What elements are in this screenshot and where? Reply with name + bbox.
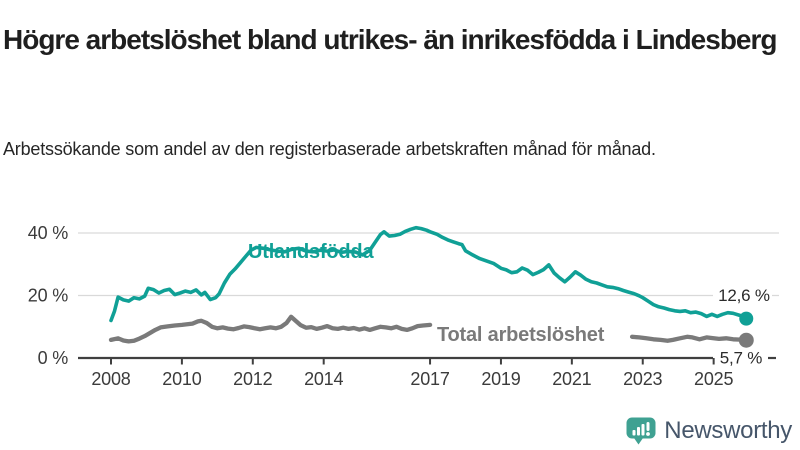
series-line-utlandsfodda <box>109 225 749 323</box>
x-tick-label: 2008 <box>91 369 130 389</box>
x-tick-label: 2021 <box>552 369 591 389</box>
series-end-value-label: 5,7 % <box>720 349 763 368</box>
y-tick-label: 40 % <box>28 223 68 243</box>
series-end-dot-utlandsfodda <box>739 311 754 326</box>
page-title: Högre arbetslöshet bland utrikes- än inr… <box>3 23 778 55</box>
x-tick-label: 2010 <box>162 369 201 389</box>
x-tick-label: 2017 <box>410 369 449 389</box>
x-tick-label: 2023 <box>623 369 662 389</box>
series-line-total <box>108 314 433 344</box>
series-end-dot-total <box>738 332 754 348</box>
series-label-total: Total arbetslöshet <box>437 324 605 346</box>
x-tick-label: 2012 <box>233 369 272 389</box>
series-line-total <box>629 334 749 343</box>
newsworthy-logo[interactable]: Newsworthy <box>626 417 792 445</box>
x-tick-label: 2019 <box>481 369 520 389</box>
y-tick-label: 20 % <box>28 286 68 306</box>
y-tick-label: 0 % <box>38 348 69 368</box>
x-tick-label: 2025 <box>694 369 733 389</box>
chart-subtitle: Arbetssökande som andel av den registerb… <box>3 139 656 159</box>
x-tick-label: 2014 <box>304 369 343 389</box>
brand-name: Newsworthy <box>664 417 792 444</box>
series-label-utlandsfodda: Utlandsfödda <box>248 241 374 263</box>
bar-chart-speech-bubble-icon <box>626 417 656 445</box>
series-end-value-label: 12,6 % <box>718 286 770 305</box>
